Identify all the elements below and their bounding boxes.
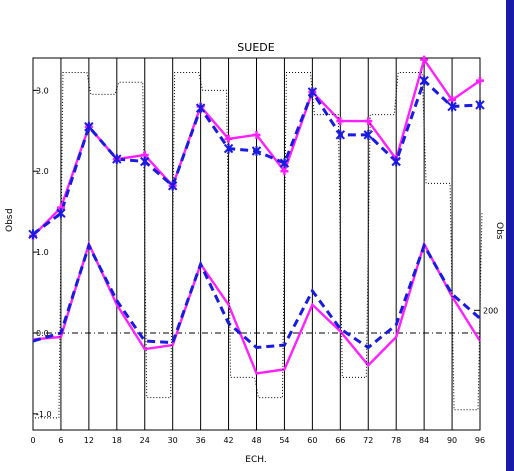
y-tick-labels: -1.0 0.0 1.0 2.0 3.0 [33,86,52,419]
x-tick-label-78: 78 [391,436,401,445]
y-axis-label-left: Obs [5,214,15,232]
x-tick-label-6: 6 [58,436,63,445]
star-marker [84,121,94,132]
x-tick-label-36: 36 [196,436,206,445]
plus-marker [280,167,289,176]
chart-title: SUEDE [237,41,274,54]
x-tick-label-90: 90 [447,436,457,445]
x-tick-label-72: 72 [363,436,373,445]
x-tick-label-60: 60 [307,436,317,445]
x-tick-label-12: 12 [84,436,94,445]
y-tick-label: -1.0 [36,410,52,419]
x-tick-label-0: 0 [30,436,35,445]
markers-layer [28,55,485,240]
x-tick-label-42: 42 [223,436,233,445]
star-marker [363,129,373,140]
x-tick-label-18: 18 [112,436,122,445]
y-tick-label: 2.0 [36,167,49,176]
x-axis-label: ECH. [245,455,266,465]
star-marker [112,154,122,165]
star-marker [251,146,262,156]
star-marker [56,208,66,219]
plus-marker [252,130,261,139]
right-tick-label: 200 [483,306,498,315]
y-axis-label-left-prefix: d [5,208,15,214]
plus-marker [420,55,429,64]
y-tick-label: 1.0 [36,248,49,257]
x-tick-label-30: 30 [168,436,178,445]
star-marker [335,129,346,140]
star-marker [307,86,318,97]
right-frame-edge [506,0,514,471]
series-line-3 [32,241,481,350]
plus-marker [476,76,484,85]
x-tick-labels: 0 6 12 18 24 30 36 42 48 54 60 66 72 78 84 90 96 [30,436,485,445]
star-marker [391,156,401,167]
y-tick-label: 3.0 [36,86,49,95]
x-tick-label-96: 96 [475,436,485,445]
star-marker [28,229,38,240]
star-marker [419,75,429,86]
right-tick-labels: 200 [474,306,498,315]
x-tick-label-48: 48 [251,436,261,445]
plus-marker [336,117,345,126]
star-marker [167,180,178,191]
y-tick-label: 0.0 [36,329,49,338]
x-tick-label-84: 84 [419,436,429,445]
plus-marker [224,134,233,143]
star-marker [223,143,234,154]
star-marker [279,158,290,169]
x-tick-label-24: 24 [140,436,150,445]
star-marker [447,101,457,112]
x-tick-label-66: 66 [335,436,345,445]
x-tick-label-54: 54 [279,436,289,445]
star-marker [195,103,206,114]
plus-marker [364,117,373,126]
y-axis-label-right: Obs [494,222,504,240]
star-marker [140,156,150,167]
star-marker [475,99,485,110]
